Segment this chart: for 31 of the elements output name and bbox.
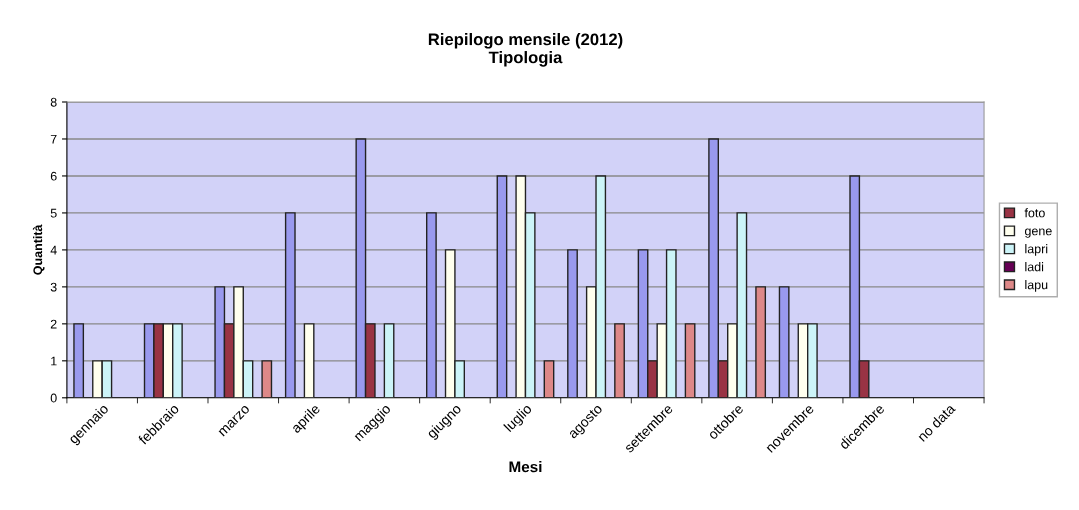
bar: [567, 249, 578, 398]
y-tick-label: 3: [50, 282, 57, 292]
y-tick-label: 2: [50, 319, 57, 329]
bar: [284, 212, 296, 398]
bar: [73, 323, 85, 398]
y-axis-title: Quantità: [32, 224, 45, 275]
bar: [496, 175, 508, 398]
bar: [778, 286, 790, 398]
bar: [426, 212, 437, 398]
bar: [303, 323, 315, 398]
y-tick-label: 6: [50, 171, 57, 181]
y-tick-label: 7: [50, 134, 57, 144]
bar: [755, 286, 767, 398]
y-tick-label: 8: [50, 97, 57, 107]
legend-label: ladi: [1025, 262, 1044, 272]
legend-label: lapri: [1025, 244, 1048, 256]
legend-label: foto: [1024, 208, 1045, 218]
legend-label: gene: [1024, 228, 1052, 238]
x-axis-title: Mesi: [509, 461, 542, 473]
bar: [684, 323, 696, 398]
y-tick-label: 5: [50, 208, 57, 218]
bar: [543, 360, 555, 398]
y-tick-label: 1: [51, 356, 57, 366]
bar: [614, 323, 625, 398]
bar: [261, 360, 273, 398]
y-tick-label: 4: [50, 245, 57, 255]
y-tick-label: 0: [50, 393, 57, 403]
x-tick-label: no data: [916, 402, 956, 442]
chart-title: Riepilogo mensile (2012) Tipologia: [428, 33, 623, 67]
bar: [383, 323, 395, 398]
legend-label: lapu: [1025, 280, 1048, 292]
